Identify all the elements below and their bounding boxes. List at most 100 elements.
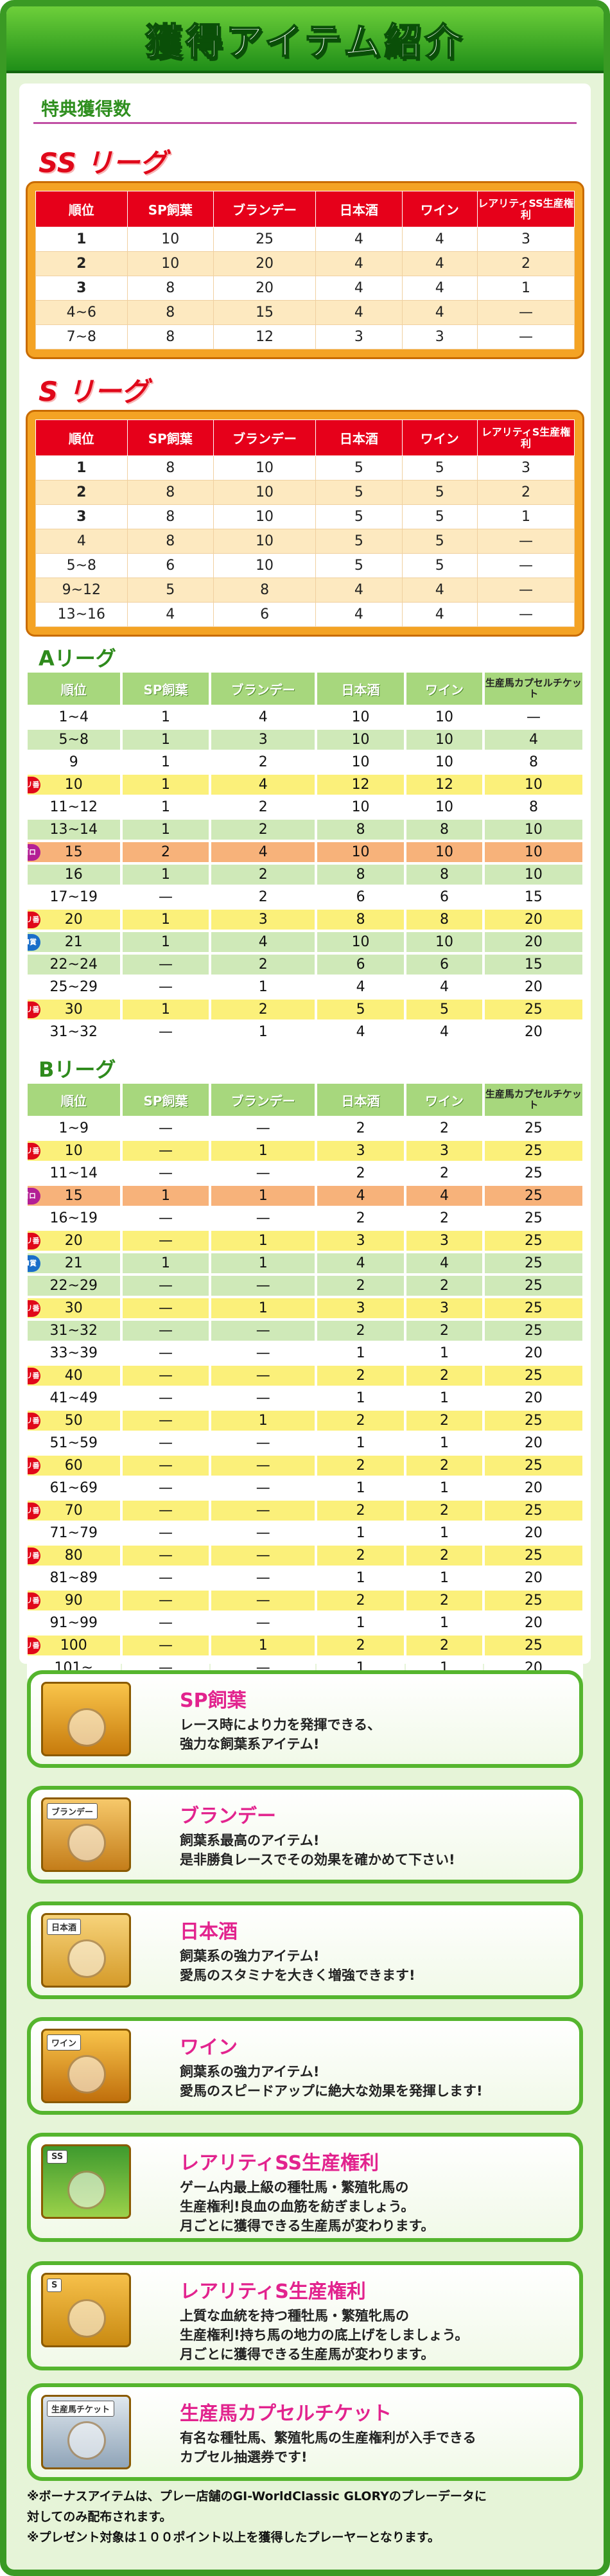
a-league-label: Aリーグ bbox=[39, 646, 116, 671]
table-row: 1~4 1 4 10 10— bbox=[27, 707, 583, 728]
table-cell: 10 bbox=[406, 797, 483, 818]
table-cell: 2 bbox=[211, 797, 316, 818]
item-description-line: 生産権利!良血の血筋を紡ぎましょう。 bbox=[180, 2199, 415, 2214]
table-row: 13~14 1 2 8 8 10 bbox=[27, 819, 583, 840]
table-cell: 10 bbox=[126, 251, 214, 276]
table-cell: 2 bbox=[317, 1118, 405, 1139]
table-cell: — bbox=[211, 1388, 316, 1409]
table-row: 9~12 5 8 4 4— bbox=[35, 578, 575, 603]
kiriban-badge: キリ番 bbox=[27, 1300, 40, 1317]
table-cell: 1 bbox=[317, 1478, 405, 1499]
table-cell: 1 bbox=[406, 1343, 483, 1364]
kiriban-badge: キリ番 bbox=[27, 1143, 40, 1160]
a-league-table-box: 順位 SP飼葉 ブランデー 日本酒 ワイン 生産馬カプセルチケット 1~4 1 4 10 10—5~… bbox=[26, 671, 584, 1044]
ss-league-table: 順位 SP飼葉 ブランデー 日本酒 ワイン レアリティSS生産権利 1 10 25 4 4 3 2 10 2… bbox=[35, 191, 575, 349]
table-cell: 3 bbox=[401, 324, 478, 349]
table-cell: 6 bbox=[406, 954, 483, 975]
table-cell: 7~8 bbox=[35, 324, 128, 349]
column-header: SP飼葉 bbox=[121, 672, 210, 705]
table-cell: — bbox=[211, 1590, 316, 1611]
thumb-art bbox=[67, 1708, 106, 1747]
table-cell: 5 bbox=[317, 999, 405, 1020]
table-cell: 2 bbox=[317, 1320, 405, 1341]
table-cell: — bbox=[211, 1522, 316, 1544]
table-cell: 2 bbox=[317, 1590, 405, 1611]
table-cell: 1 bbox=[121, 1253, 210, 1274]
table-cell: — bbox=[121, 887, 210, 908]
table-cell: 16~19 bbox=[27, 1208, 121, 1229]
table-cell: 10 bbox=[484, 864, 583, 885]
table-cell: 3 bbox=[406, 1140, 483, 1161]
table-cell: 20 bbox=[484, 1612, 583, 1634]
table-cell: 12 bbox=[317, 774, 405, 795]
table-row: 71~79— —1 1 20 bbox=[27, 1522, 583, 1544]
table-cell: 4 bbox=[211, 842, 316, 863]
table-cell: — bbox=[211, 1275, 316, 1296]
item-card-3: ワイン ワイン 飼葉系の強力アイテム! 愛馬のスピードアップに絶大な効果を発揮します! bbox=[27, 2017, 583, 2115]
item-description: 飼葉系最高のアイテム! 是非勝負レースでその効果を確かめて下さい! bbox=[180, 1831, 578, 1869]
kiriban-badge: キリ番 bbox=[27, 777, 40, 793]
table-cell: 8 bbox=[406, 864, 483, 885]
item-description-line: カプセル抽選券です! bbox=[180, 2449, 308, 2465]
table-cell: 3 bbox=[315, 324, 403, 349]
table-row: 17~19—2 6 6 15 bbox=[27, 887, 583, 908]
thumb-label: SS bbox=[47, 2150, 68, 2164]
kiriban-badge: キリ番 bbox=[27, 1413, 40, 1429]
table-cell: — bbox=[121, 1500, 210, 1521]
table-cell: 4 bbox=[315, 578, 403, 603]
column-header: ワイン bbox=[406, 1083, 483, 1116]
table-cell: 6 bbox=[317, 954, 405, 975]
table-cell: 25 bbox=[484, 1320, 583, 1341]
kiriban-badge: キリ番 bbox=[27, 1592, 40, 1609]
table-cell: 4 bbox=[406, 1185, 483, 1206]
kiriban-badge: キリ番 bbox=[27, 1548, 40, 1564]
table-cell: 3 bbox=[476, 227, 575, 252]
page-title: 獲得アイテム紹介 bbox=[144, 19, 466, 64]
table-row: 25~29—1 4 4 20 bbox=[27, 976, 583, 998]
table-cell: 8 bbox=[317, 819, 405, 840]
item-title: ブランデー bbox=[180, 1805, 276, 1828]
table-cell: 2 bbox=[406, 1590, 483, 1611]
table-cell: 25 bbox=[484, 1140, 583, 1161]
table-cell: 10 bbox=[213, 504, 317, 529]
table-cell: 1 bbox=[211, 1635, 316, 1656]
s-horse-icon: S bbox=[41, 2273, 131, 2347]
item-title: ワイン bbox=[180, 2036, 238, 2059]
table-cell: 8 bbox=[406, 819, 483, 840]
column-header: ワイン bbox=[406, 672, 483, 705]
table-row: 20キリ番138820 bbox=[27, 909, 583, 930]
table-cell: — bbox=[121, 1433, 210, 1454]
footnote-line: ※プレゼント対象は１００ポイント以上を獲得したプレーヤーとなります。 bbox=[27, 2530, 440, 2545]
table-cell: 1 bbox=[406, 1522, 483, 1544]
table-cell: 90キリ番 bbox=[27, 1590, 121, 1611]
table-cell: 1 bbox=[121, 931, 210, 953]
table-cell: 4~6 bbox=[35, 300, 128, 325]
table-cell: 25 bbox=[484, 1275, 583, 1296]
table-cell: 8 bbox=[484, 797, 583, 818]
table-cell: 8 bbox=[126, 300, 214, 325]
table-row: 2 8 10 5 5 2 bbox=[35, 480, 575, 505]
table-cell: — bbox=[211, 1343, 316, 1364]
table-cell: 8 bbox=[126, 324, 214, 349]
table-cell: 20 bbox=[484, 1478, 583, 1499]
item-card-2: 日本酒 日本酒 飼葉系の強力アイテム! 愛馬のスタミナを大きく増強できます! bbox=[27, 1901, 583, 1999]
table-cell: 5 bbox=[315, 504, 403, 529]
table-cell: 4 bbox=[406, 1253, 483, 1274]
item-description-line: 飼葉系の強力アイテム! bbox=[180, 2064, 320, 2079]
table-cell: 25 bbox=[484, 1163, 583, 1184]
table-cell: 1 bbox=[211, 1230, 316, 1251]
table-cell: 4 bbox=[126, 602, 214, 627]
table-cell: 4 bbox=[406, 976, 483, 998]
kiriban-badge: キリ番 bbox=[27, 1637, 40, 1654]
table-cell: 1 bbox=[211, 1021, 316, 1043]
footnotes: ※ボーナスアイテムは、プレー店舗のGI-WorldClassic GLORYのプ… bbox=[27, 2486, 487, 2548]
table-cell: 5 bbox=[401, 529, 478, 554]
item-description-line: 飼葉系の強力アイテム! bbox=[180, 1948, 320, 1964]
item-description-line: 上質な血統を持つ種牡馬・繁殖牝馬の bbox=[180, 2308, 409, 2324]
column-header: ブランデー bbox=[213, 191, 317, 227]
table-cell: 10 bbox=[213, 529, 317, 554]
table-cell: 4 bbox=[317, 1185, 405, 1206]
item-description-line: 是非勝負レースでその効果を確かめて下さい! bbox=[180, 1852, 455, 1867]
